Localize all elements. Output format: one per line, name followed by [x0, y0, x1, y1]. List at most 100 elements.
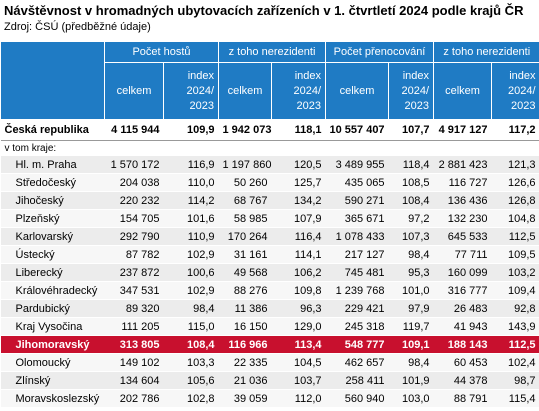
cell: 39 059: [218, 389, 272, 408]
cell: 103,7: [271, 371, 326, 390]
cell: 188 143: [433, 335, 492, 354]
row-label: Plzeňský: [0, 209, 105, 228]
cell: 118,4: [388, 156, 434, 174]
cell: 107,3: [388, 227, 434, 246]
cell: 88 276: [218, 281, 272, 300]
cell: 1 239 768: [325, 281, 389, 300]
cell: 98,4: [163, 299, 219, 318]
group-header: z toho nerezidenti: [433, 42, 539, 63]
row-label: Hl. m. Praha: [0, 156, 105, 174]
cell: 116,9: [163, 156, 219, 174]
cell: 31 161: [218, 245, 272, 264]
cell: 3 489 955: [325, 156, 389, 174]
cell: 590 271: [325, 191, 389, 210]
cell: 107,7: [388, 119, 434, 141]
cell: 229 421: [325, 299, 389, 318]
corner: [0, 42, 105, 120]
row-label: Jihomoravský: [0, 335, 105, 354]
cell: 745 481: [325, 263, 389, 282]
cell: 109,8: [271, 281, 326, 300]
cell: 97,9: [388, 299, 434, 318]
cell: 160 099: [433, 263, 492, 282]
cell: 102,4: [491, 353, 539, 372]
cell: 121,3: [491, 156, 539, 174]
cell: 106,2: [271, 263, 326, 282]
row-label: Ústecký: [0, 245, 105, 264]
cell: 95,3: [388, 263, 434, 282]
cell: 108,5: [388, 173, 434, 192]
cell: 126,8: [491, 191, 539, 210]
cell: 97,2: [388, 209, 434, 228]
cell: 316 777: [433, 281, 492, 300]
table-body: Česká republika 4 115 944 109,9 1 942 073 11…: [0, 119, 539, 408]
cell: 109,1: [388, 335, 434, 354]
cell: 204 038: [104, 173, 164, 192]
cell: 112,5: [491, 335, 539, 354]
group-header: z toho nerezidenti: [218, 42, 326, 63]
cell: 44 378: [433, 371, 492, 390]
cell: 105,6: [163, 371, 219, 390]
cell: 1 078 433: [325, 227, 389, 246]
row-label: Liberecký: [0, 263, 105, 282]
cell: 115,4: [491, 389, 539, 408]
cell: 109,5: [491, 245, 539, 264]
row-label: Královéhradecký: [0, 281, 105, 300]
row-label: Středočeský: [0, 173, 105, 192]
cell: 58 985: [218, 209, 272, 228]
column-header: celkem: [325, 62, 389, 120]
cell: 292 790: [104, 227, 164, 246]
cell: 154 705: [104, 209, 164, 228]
cell: 116 966: [218, 335, 272, 354]
cell: 102,9: [163, 245, 219, 264]
cell: 10 557 407: [325, 119, 389, 141]
cell: 108,4: [388, 191, 434, 210]
column-header: index 2024/ 2023: [387, 62, 434, 120]
cell: 107,9: [271, 209, 326, 228]
cell: 104,5: [271, 353, 326, 372]
cell: 1 197 860: [218, 156, 272, 174]
cell: 92,8: [491, 299, 539, 318]
cell: 120,5: [271, 156, 326, 174]
cell: 101,9: [388, 371, 434, 390]
column-header: index 2024/ 2023: [491, 62, 539, 120]
row: Plzeňský 154 705 101,6 58 985 107,9 365 671 97…: [0, 209, 539, 228]
cell: 11 386: [218, 299, 272, 318]
cell: 560 940: [325, 389, 389, 408]
cell: 114,1: [271, 245, 326, 264]
cell: 4 917 127: [433, 119, 492, 141]
row: Středočeský 204 038 110,0 50 260 125,7 435 06…: [0, 173, 539, 192]
row-label: Moravskoslezský: [0, 389, 105, 408]
row: Hl. m. Praha 1 570 172 116,9 1 197 860 120,5…: [0, 156, 539, 174]
section-label: v tom kraje:: [4, 143, 57, 154]
column-header: index 2024/ 2023: [163, 62, 219, 120]
row: Liberecký 237 872 100,6 49 568 106,2 745 481 9…: [0, 263, 539, 282]
row: Karlovarský 292 790 110,9 170 264 116,4 1 078…: [0, 227, 539, 246]
cell: 41 943: [433, 317, 492, 336]
row-label: Olomoucký: [0, 353, 105, 372]
row: Kraj Vysočina 111 205 115,0 16 150 129,0 245 …: [0, 317, 539, 336]
row: Královéhradecký 347 531 102,9 88 276 109,8 1 …: [0, 281, 539, 300]
cell: 136 436: [433, 191, 492, 210]
cell: 117,2: [491, 119, 539, 141]
cell: 115,0: [163, 317, 219, 336]
cell: 118,1: [271, 119, 326, 141]
cell: 134,2: [271, 191, 326, 210]
cell: 202 786: [104, 389, 164, 408]
cell: 313 805: [104, 335, 164, 354]
column-header: celkem: [104, 62, 164, 120]
cell: 98,7: [491, 371, 539, 390]
cell: 435 065: [325, 173, 389, 192]
cell: 347 531: [104, 281, 164, 300]
cell: 126,6: [491, 173, 539, 192]
cell: 103,3: [163, 353, 219, 372]
cell: 548 777: [325, 335, 389, 354]
row: Jihočeský 220 232 114,2 68 767 134,2 590 271 1…: [0, 191, 539, 210]
cell: 109,9: [163, 119, 219, 141]
cell: 217 127: [325, 245, 389, 264]
cell: 114,2: [163, 191, 219, 210]
group-header: Počet hostů: [104, 42, 219, 63]
row-label: Karlovarský: [0, 227, 105, 246]
cell: 96,3: [271, 299, 326, 318]
cell: 104,8: [491, 209, 539, 228]
